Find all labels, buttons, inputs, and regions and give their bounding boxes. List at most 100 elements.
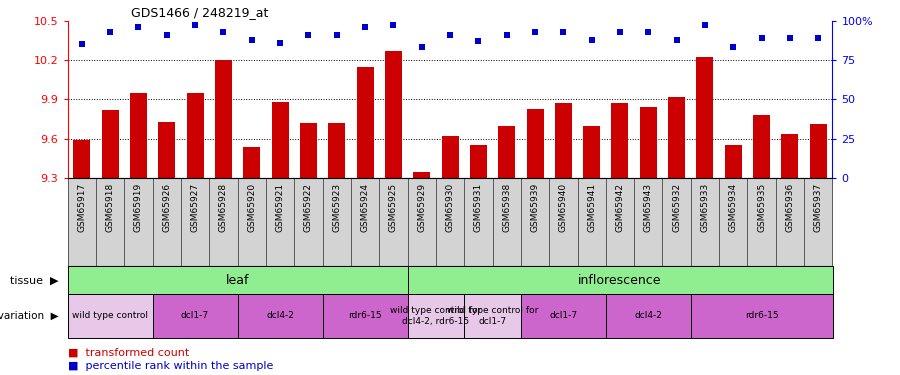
Point — [754, 35, 769, 41]
Text: GSM65919: GSM65919 — [134, 183, 143, 232]
Bar — [526, 109, 544, 178]
Text: wild type control for
dcl1-7: wild type control for dcl1-7 — [446, 306, 538, 326]
Bar — [470, 145, 487, 178]
Bar — [499, 126, 515, 178]
Point — [75, 41, 89, 47]
Point — [159, 32, 174, 38]
Point — [216, 28, 230, 34]
Text: GSM65917: GSM65917 — [77, 183, 86, 232]
Text: GSM65928: GSM65928 — [219, 183, 228, 232]
Text: GSM65934: GSM65934 — [729, 183, 738, 232]
Text: GSM65936: GSM65936 — [786, 183, 795, 232]
Point — [556, 28, 571, 34]
Point — [103, 28, 117, 34]
Text: rdr6-15: rdr6-15 — [348, 311, 382, 320]
Bar — [668, 97, 685, 178]
Point — [613, 28, 627, 34]
Bar — [385, 51, 401, 178]
Bar — [464, 294, 521, 338]
Text: GSM65927: GSM65927 — [191, 183, 200, 232]
Point — [131, 24, 146, 30]
Bar — [238, 294, 322, 338]
Text: GSM65932: GSM65932 — [672, 183, 681, 232]
Bar — [408, 294, 464, 338]
Bar — [102, 110, 119, 178]
Text: rdr6-15: rdr6-15 — [745, 311, 778, 320]
Text: dcl4-2: dcl4-2 — [266, 311, 294, 320]
Bar — [606, 294, 691, 338]
Point — [783, 35, 797, 41]
Point — [273, 40, 287, 46]
Point — [584, 36, 598, 42]
Text: GSM65920: GSM65920 — [248, 183, 256, 232]
Bar — [611, 104, 628, 178]
Point — [443, 32, 457, 38]
Text: GSM65923: GSM65923 — [332, 183, 341, 232]
Bar — [697, 57, 714, 178]
Bar — [810, 124, 827, 178]
Text: genotype/variation  ▶: genotype/variation ▶ — [0, 311, 58, 321]
Bar — [356, 67, 374, 178]
Bar — [130, 93, 147, 178]
Text: GSM65925: GSM65925 — [389, 183, 398, 232]
Text: GSM65940: GSM65940 — [559, 183, 568, 232]
Point — [415, 44, 429, 50]
Text: GSM65922: GSM65922 — [304, 183, 313, 231]
Text: inflorescence: inflorescence — [578, 274, 662, 287]
Bar — [521, 294, 606, 338]
Bar — [583, 126, 600, 178]
Bar — [68, 294, 152, 338]
Text: GSM65937: GSM65937 — [814, 183, 823, 232]
Point — [698, 22, 712, 28]
Text: GSM65942: GSM65942 — [616, 183, 625, 231]
Text: wild type control: wild type control — [72, 311, 148, 320]
Text: dcl4-2: dcl4-2 — [634, 311, 662, 320]
Bar — [724, 145, 742, 178]
Text: dcl1-7: dcl1-7 — [181, 311, 209, 320]
Point — [358, 24, 373, 30]
Bar — [158, 122, 176, 178]
Point — [471, 38, 485, 44]
Text: GSM65924: GSM65924 — [361, 183, 370, 231]
Text: GSM65931: GSM65931 — [473, 183, 482, 232]
Text: wild type control for
dcl4-2, rdr6-15: wild type control for dcl4-2, rdr6-15 — [390, 306, 482, 326]
Bar — [186, 93, 203, 178]
Point — [188, 22, 202, 28]
Point — [641, 28, 655, 34]
Text: GSM65943: GSM65943 — [644, 183, 652, 232]
Point — [386, 22, 400, 28]
Point — [726, 44, 741, 50]
Point — [329, 32, 344, 38]
Point — [811, 35, 825, 41]
Text: GSM65939: GSM65939 — [530, 183, 539, 232]
Point — [670, 36, 684, 42]
Bar — [413, 172, 430, 178]
Bar — [554, 104, 572, 178]
Text: GSM65930: GSM65930 — [446, 183, 454, 232]
Bar — [243, 147, 260, 178]
Bar — [328, 123, 346, 178]
Text: GSM65918: GSM65918 — [105, 183, 114, 232]
Point — [500, 32, 514, 38]
Point — [527, 28, 542, 34]
Text: dcl1-7: dcl1-7 — [549, 311, 578, 320]
Text: GSM65933: GSM65933 — [700, 183, 709, 232]
Bar — [73, 140, 90, 178]
Bar — [68, 266, 408, 294]
Bar — [640, 107, 657, 178]
Text: GSM65935: GSM65935 — [757, 183, 766, 232]
Bar — [691, 294, 832, 338]
Text: tissue  ▶: tissue ▶ — [10, 275, 59, 285]
Text: GSM65926: GSM65926 — [162, 183, 171, 232]
Bar — [322, 294, 408, 338]
Bar — [152, 294, 238, 338]
Bar — [408, 266, 832, 294]
Bar — [781, 134, 798, 178]
Text: GSM65929: GSM65929 — [418, 183, 427, 232]
Point — [245, 36, 259, 42]
Bar — [442, 136, 458, 178]
Bar — [300, 123, 317, 178]
Text: GSM65941: GSM65941 — [587, 183, 596, 232]
Bar — [215, 60, 232, 178]
Text: GDS1466 / 248219_at: GDS1466 / 248219_at — [130, 6, 268, 19]
